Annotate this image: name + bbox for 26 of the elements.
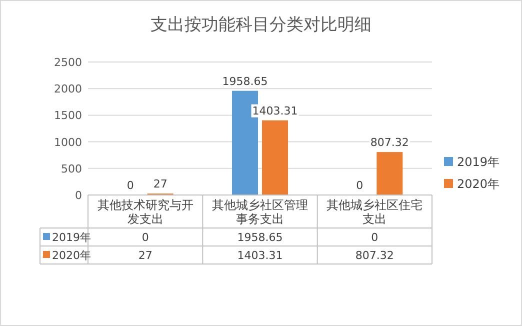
text: 1958.65 <box>222 74 268 88</box>
text: 2020年 <box>52 249 91 262</box>
data-label: 1403.31 <box>237 249 283 262</box>
legend-label: 2020年 <box>457 177 500 191</box>
y-tick-label: 1500 <box>54 109 82 122</box>
data-label: 1958.65 <box>237 231 283 244</box>
data-label: 0 <box>371 231 378 244</box>
legend-label: 2019年 <box>52 231 91 244</box>
y-tick-label: 500 <box>61 162 82 176</box>
y-tick-label: 0 <box>75 189 82 202</box>
x-tick-label: 其他技术研究与开发支出 <box>97 198 194 226</box>
text: 0 <box>356 179 364 192</box>
text: 807.32 <box>370 136 409 150</box>
text: 0 <box>126 179 134 192</box>
text: 27 <box>153 178 168 191</box>
text: 1403.31 <box>252 104 298 118</box>
chart-title: 支出按功能科目分类对比明细 <box>150 15 372 35</box>
x-tick-label: 其他城乡社区管理事务支出 <box>212 198 308 226</box>
text: 2019年 <box>457 155 500 169</box>
data-label: 807.32 <box>355 249 394 262</box>
y-tick-label: 1000 <box>54 136 82 149</box>
y-tick-label: 2000 <box>54 82 82 96</box>
y-tick-label: 2500 <box>54 56 82 69</box>
data-label: 27 <box>138 249 152 262</box>
data-label: 0 <box>142 231 149 244</box>
x-tick-label: 其他城乡社区住宅支出 <box>326 198 423 226</box>
